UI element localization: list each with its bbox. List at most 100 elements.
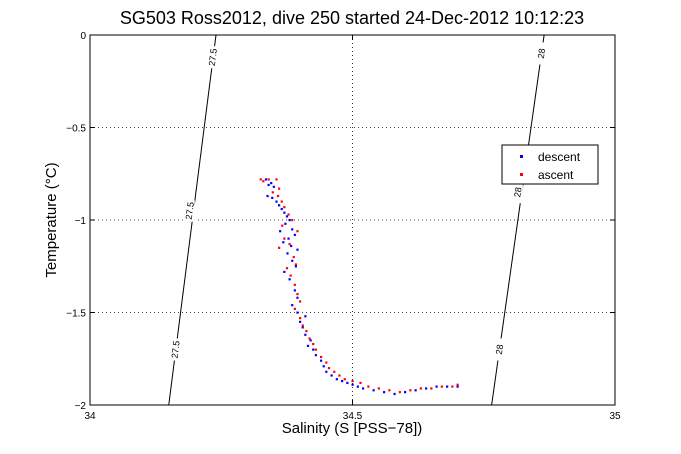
ascent-point <box>280 200 283 203</box>
descent-point <box>288 278 291 281</box>
ascent-point <box>291 219 294 222</box>
ascent-point <box>299 300 302 303</box>
ascent-point <box>292 256 295 259</box>
ascent-point <box>287 213 290 216</box>
descent-point <box>335 378 338 381</box>
descent-point <box>287 237 290 240</box>
descent-point <box>346 381 349 384</box>
ascent-point <box>276 194 280 198</box>
ascent-point <box>289 274 292 277</box>
ascent-point <box>327 367 331 370</box>
descent-point <box>286 252 289 255</box>
ascent-point <box>294 263 297 266</box>
descent-point <box>283 270 286 273</box>
descent-point <box>288 219 291 222</box>
contour-label: 27.5 <box>170 340 182 359</box>
descent-point <box>294 265 297 268</box>
density-contours: 27.5 27.5 27.5 28 28 28 <box>168 34 547 406</box>
ascent-point <box>351 379 354 383</box>
ascent-point <box>278 246 281 249</box>
x-tick-label: 35 <box>609 411 621 422</box>
descent-point <box>330 374 333 377</box>
descent-point <box>291 304 294 307</box>
grid-lines <box>90 35 615 405</box>
descent-point <box>275 200 278 203</box>
descent-point <box>435 385 438 388</box>
descent-point <box>351 383 354 386</box>
descent-point <box>341 379 344 383</box>
contour-label-bg <box>207 46 218 69</box>
descent-point <box>279 230 282 233</box>
ascent-point <box>305 330 308 333</box>
ascent-point <box>288 243 291 246</box>
ascent-point <box>267 178 270 181</box>
ascent-point <box>419 387 422 390</box>
descent-point <box>299 320 302 323</box>
plot-area: 27.5 27.5 27.5 28 28 28 34 34.5 35 −2 −1.5 −1 −0.5 0 <box>66 31 621 422</box>
descent-point <box>280 207 283 211</box>
ascent-point <box>262 180 265 183</box>
ascent-point <box>367 385 370 388</box>
descent-point <box>446 385 449 388</box>
descent-point <box>456 385 459 388</box>
legend-marker-ascent <box>520 173 523 176</box>
descent-point <box>356 385 359 388</box>
y-tick-label: 0 <box>80 31 86 42</box>
ascent-point <box>320 355 323 359</box>
contour-label-bg <box>494 338 505 361</box>
x-axis-title: Salinity (S [PSS−78]) <box>282 420 422 437</box>
ascent-point <box>283 237 286 240</box>
descent-point <box>293 233 296 236</box>
ascent-point <box>299 317 302 320</box>
chart-legend: descent ascent <box>501 144 599 185</box>
ascent-point <box>283 206 286 209</box>
contour-label: 27.5 <box>184 201 196 220</box>
ascent-point <box>430 387 433 390</box>
y-axis-title: Temperature (°C) <box>43 162 60 277</box>
descent-point <box>314 354 317 357</box>
ascent-point <box>343 378 346 381</box>
ascent-point <box>325 361 328 364</box>
contour-label: 28 <box>536 48 547 59</box>
descent-point <box>393 392 396 396</box>
descent-point <box>267 183 270 187</box>
descent-point <box>264 178 268 181</box>
ascent-point <box>275 178 278 181</box>
descent-point <box>291 228 294 231</box>
descent-point <box>320 359 323 362</box>
descent-point <box>293 289 296 292</box>
ascent-point <box>308 337 311 340</box>
descent-point <box>272 185 275 188</box>
descent-point <box>270 182 273 185</box>
descent-point <box>285 215 289 218</box>
x-tick-label: 34 <box>84 411 96 422</box>
descent-point <box>271 196 274 199</box>
legend-box <box>501 144 599 185</box>
descent-point <box>404 391 407 394</box>
y-tick-label: −0.5 <box>66 124 86 135</box>
ascent-point <box>409 389 412 392</box>
ascent-point <box>451 385 454 388</box>
descent-point <box>309 339 312 342</box>
data-points <box>259 178 459 396</box>
descent-point <box>282 241 285 244</box>
legend-label-descent: descent <box>538 150 581 164</box>
ascent-point <box>293 307 296 310</box>
descent-point <box>301 326 304 329</box>
descent-point <box>325 370 328 373</box>
descent-point <box>383 391 386 394</box>
descent-point <box>291 259 294 262</box>
descent-point <box>284 222 287 225</box>
descent-point <box>425 387 428 390</box>
ascent-point <box>388 389 391 392</box>
contour-label-bg <box>184 199 195 222</box>
contour-label: 28 <box>512 187 523 198</box>
contour-label-bg <box>512 181 523 204</box>
ascent-point <box>285 267 289 270</box>
descent-point <box>283 211 286 214</box>
descent-point <box>304 315 307 318</box>
ascent-point <box>293 283 296 286</box>
descent-point <box>304 333 307 336</box>
descent-point <box>322 365 325 368</box>
ascent-point <box>377 387 380 390</box>
